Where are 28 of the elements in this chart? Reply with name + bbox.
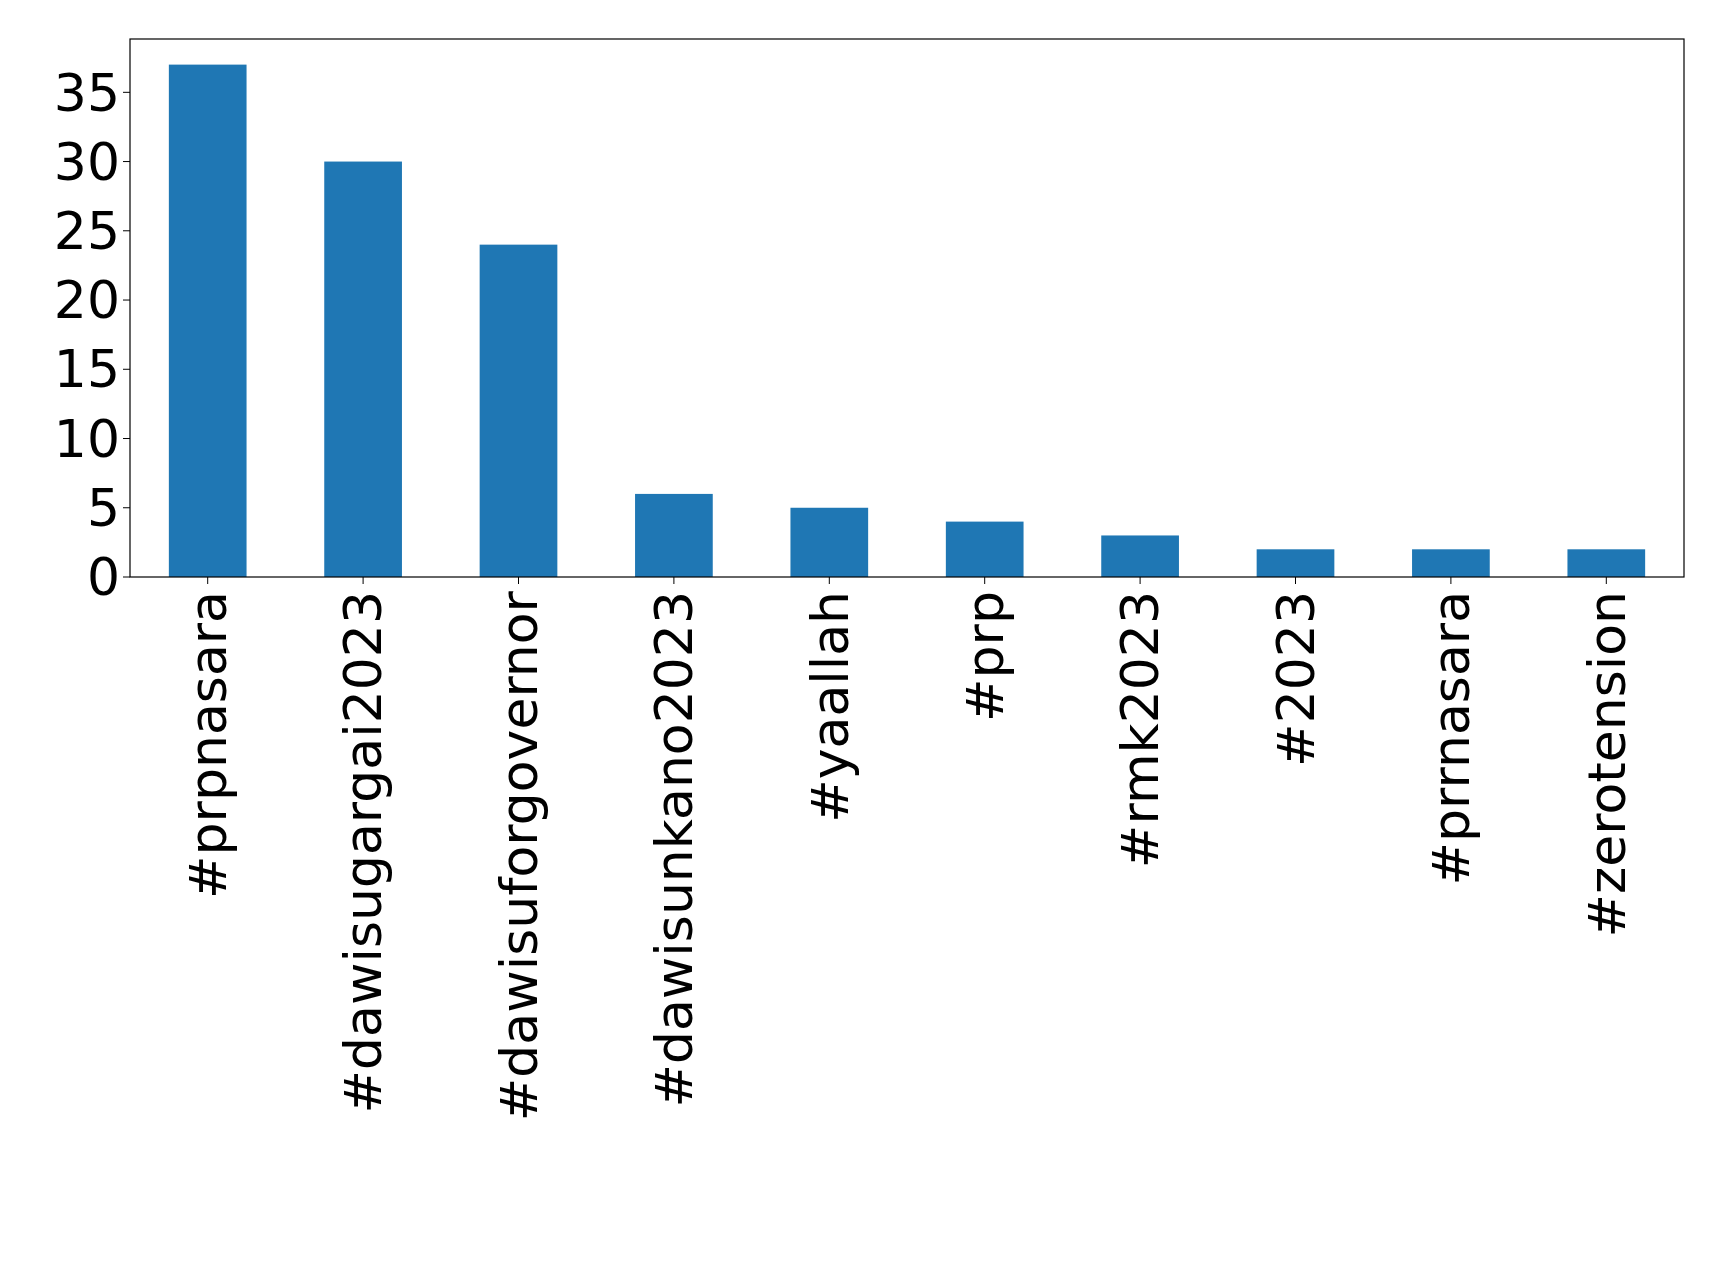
x-tick-label: #dawisuforgovernor <box>488 590 549 1122</box>
y-tick-label: 0 <box>86 547 120 608</box>
bar <box>324 161 402 577</box>
bar <box>168 64 247 577</box>
x-tick-label: #prp <box>954 591 1015 722</box>
bar <box>945 521 1024 577</box>
x-tick-label: #2023 <box>1265 591 1326 767</box>
y-tick-label: 15 <box>53 339 120 400</box>
bar <box>479 244 558 577</box>
bar <box>1101 535 1179 577</box>
y-tick-label: 25 <box>53 201 120 261</box>
x-tick-label: #dawisugargai2023 <box>333 591 394 1114</box>
y-tick-label: 5 <box>86 477 120 538</box>
bar <box>1567 549 1646 577</box>
x-tick-label: #yaallah <box>799 591 860 823</box>
bar <box>1412 549 1490 577</box>
y-tick-label: 10 <box>53 408 120 469</box>
bar <box>635 493 713 577</box>
x-tick-label: #prrnasara <box>1421 591 1482 886</box>
x-tick-label: #rmk2023 <box>1110 591 1171 869</box>
bar <box>1256 549 1335 577</box>
bar <box>790 507 869 577</box>
y-tick-label: 30 <box>53 131 120 192</box>
x-tick-label: #dawisunkano2023 <box>644 591 705 1108</box>
y-tick-label: 20 <box>53 270 120 331</box>
x-tick-label: #prpnasara <box>177 591 238 899</box>
x-tick-label: #zerotension <box>1576 591 1637 938</box>
y-tick-label: 35 <box>53 62 120 123</box>
